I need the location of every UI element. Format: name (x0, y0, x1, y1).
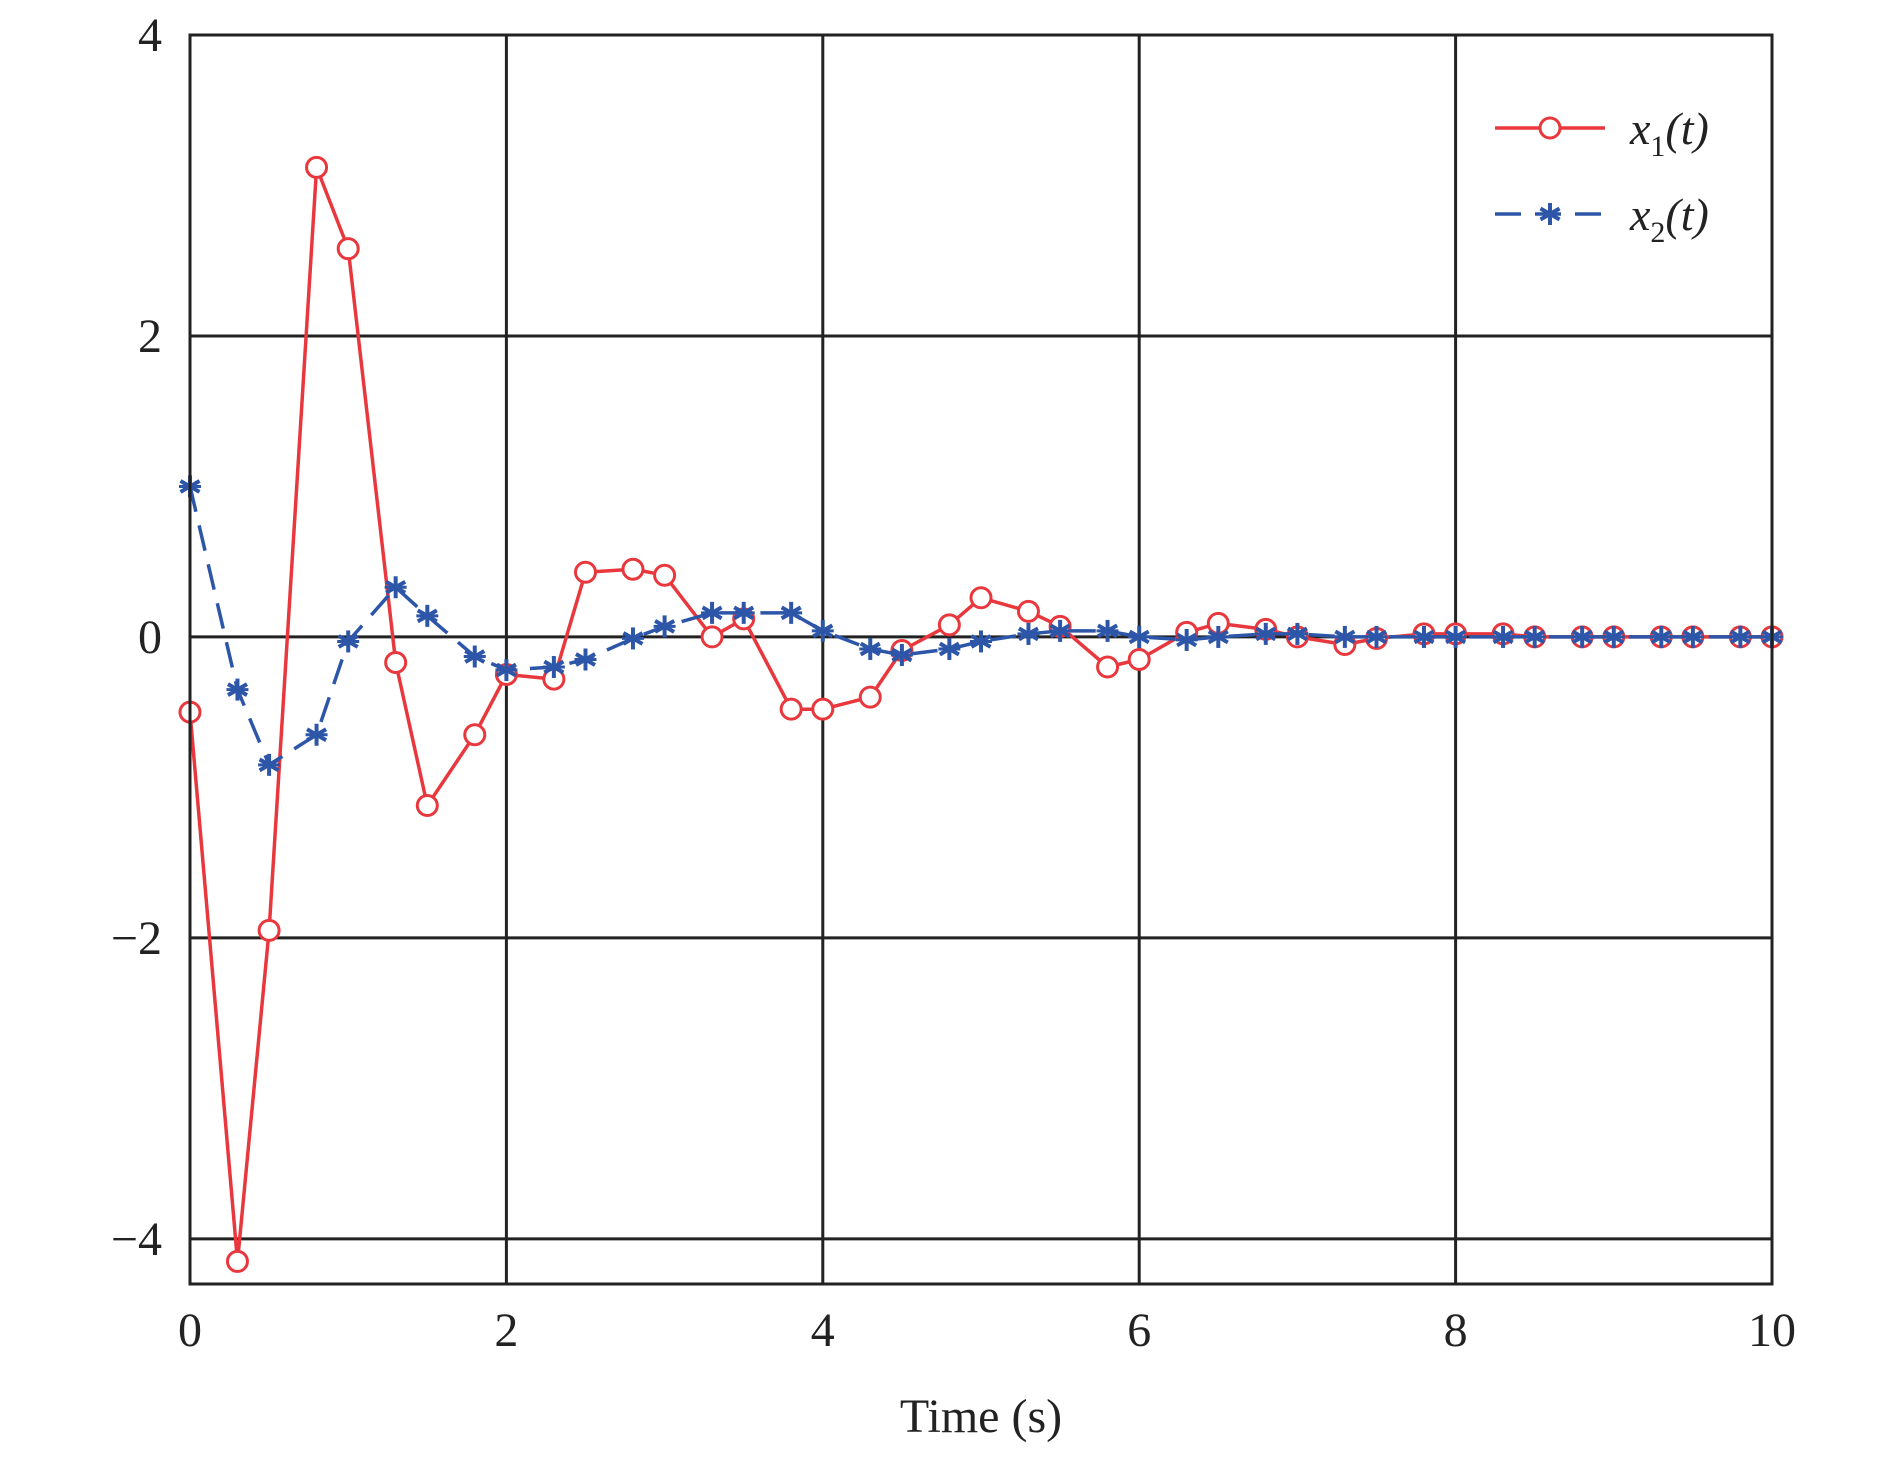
data-point (226, 678, 249, 701)
x-tick-label: 2 (494, 1304, 518, 1357)
data-point (653, 563, 677, 587)
data-point (1096, 655, 1120, 679)
data-point (621, 627, 644, 650)
y-tick-label: −2 (111, 912, 162, 965)
data-point (937, 613, 961, 637)
data-point (1333, 625, 1356, 648)
data-point (1365, 625, 1388, 648)
data-point (542, 656, 565, 679)
data-point (1602, 625, 1625, 648)
data-point (1571, 625, 1594, 648)
data-point (336, 237, 360, 261)
data-point (779, 697, 803, 721)
data-point (1016, 599, 1040, 623)
data-point (1207, 625, 1230, 648)
data-point (225, 1249, 249, 1273)
legend-entry: x2(t) (1495, 189, 1709, 249)
axes-layer: 0 2 4 6 8 10 −4 −2 0 2 4 (111, 9, 1796, 1357)
data-point (574, 560, 597, 584)
data-point (701, 601, 724, 624)
series-layer (178, 155, 1784, 1273)
data-point (337, 630, 360, 653)
data-point (653, 615, 676, 638)
x-tick-label: 4 (811, 1304, 835, 1357)
data-point (1523, 625, 1546, 648)
plot-area (190, 35, 1772, 1284)
data-point (1286, 622, 1309, 645)
x-tick-label: 10 (1748, 1304, 1796, 1357)
data-point (700, 625, 724, 649)
data-point (938, 637, 961, 660)
data-point (416, 604, 439, 627)
data-point (1127, 648, 1151, 671)
data-point (415, 793, 439, 817)
y-tick-label: 2 (138, 310, 162, 363)
legend-marker (1539, 203, 1561, 225)
data-point (258, 753, 281, 776)
x-axis-label: Time (s) (900, 1390, 1062, 1443)
y-tick-label: 4 (138, 9, 162, 62)
x-tick-label: 0 (178, 1304, 202, 1357)
data-point (780, 601, 803, 624)
series-2 (179, 475, 1783, 776)
data-point (305, 723, 328, 746)
data-point (811, 619, 834, 642)
axes-frame (188, 33, 1774, 1286)
data-point (732, 601, 755, 624)
data-point (1492, 625, 1515, 648)
data-point (495, 659, 518, 682)
data-point (858, 685, 882, 709)
data-point (1412, 625, 1435, 648)
legend-marker (1538, 116, 1562, 140)
data-point (1049, 619, 1072, 642)
legend-entry: x1(t) (1495, 103, 1709, 163)
grid-layer (188, 33, 1774, 1284)
data-point (890, 643, 913, 666)
data-point (859, 637, 882, 660)
data-point (1175, 628, 1198, 651)
data-point (1444, 625, 1467, 648)
y-tick-label: 0 (138, 611, 162, 664)
data-point (1096, 619, 1119, 642)
data-point (811, 697, 835, 721)
data-point (969, 586, 993, 610)
data-point (1681, 625, 1704, 648)
legend-label: x1(t) (1629, 103, 1709, 163)
legend-label: x2(t) (1629, 189, 1709, 249)
data-point (574, 648, 597, 671)
data-point (1254, 622, 1277, 645)
x-tick-label: 6 (1127, 1304, 1151, 1357)
data-point (1128, 625, 1151, 648)
data-point (257, 918, 281, 942)
data-point (1650, 625, 1673, 648)
data-point (305, 155, 329, 179)
data-point (384, 576, 407, 599)
data-point (1017, 622, 1040, 645)
data-point (1729, 625, 1752, 648)
y-tick-label: −4 (111, 1213, 162, 1266)
data-point (463, 723, 487, 747)
data-point (621, 557, 645, 581)
x-tick-label: 8 (1444, 1304, 1468, 1357)
legend: x1(t) x2(t) (1495, 103, 1709, 249)
data-point (970, 630, 992, 653)
data-point (384, 651, 408, 675)
data-point (463, 645, 486, 668)
